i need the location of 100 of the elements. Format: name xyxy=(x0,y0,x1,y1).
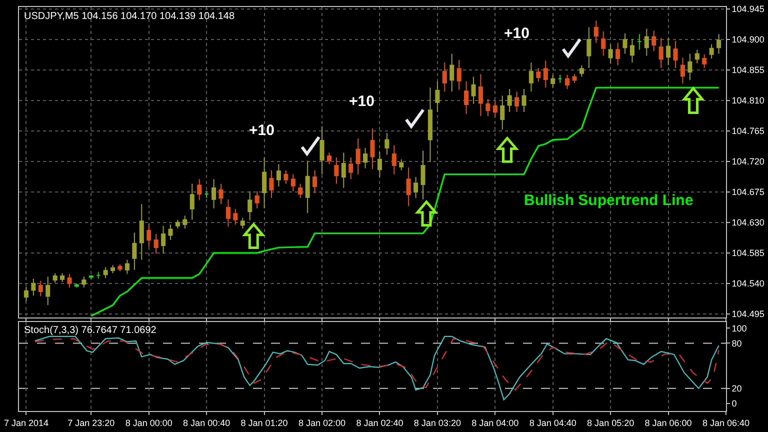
candlestick xyxy=(67,273,72,288)
candlestick xyxy=(702,54,707,68)
candlestick xyxy=(348,156,354,180)
candlestick xyxy=(608,44,613,64)
candlestick xyxy=(572,74,577,84)
x-tick-label: 8 Jan 04:40 xyxy=(529,418,576,428)
candlestick xyxy=(248,190,252,221)
candlestick xyxy=(82,276,86,288)
candlestick xyxy=(290,174,296,192)
x-tick-label: 7 Jan 2014 xyxy=(4,418,48,428)
candlestick xyxy=(326,152,332,165)
candlestick xyxy=(182,215,188,230)
candlestick xyxy=(190,183,194,220)
candlestick xyxy=(110,264,116,274)
candlestick xyxy=(52,272,58,284)
candlestick xyxy=(500,95,505,130)
candlestick xyxy=(38,280,43,297)
candlestick xyxy=(486,98,490,117)
series-label: Bullish Supertrend Line xyxy=(524,192,694,209)
y-tick-label: 104.675 xyxy=(732,187,764,198)
candlestick xyxy=(139,204,144,260)
candlestick xyxy=(688,53,692,81)
candlestick xyxy=(435,81,440,112)
y-tick-label: 0 xyxy=(732,398,737,409)
candlestick xyxy=(334,156,339,184)
candlestick xyxy=(392,144,396,175)
candlestick xyxy=(652,30,656,52)
y-tick-label: 80 xyxy=(732,338,742,348)
candlestick xyxy=(450,53,454,92)
y-tick-label: 104.810 xyxy=(732,96,764,106)
y-tick-label: 104.720 xyxy=(732,156,764,167)
chart-title: Stoch(7,3,3) 76.7647 71.0692 xyxy=(24,325,157,336)
candlestick xyxy=(694,49,700,64)
candlestick xyxy=(637,34,642,50)
candlestick xyxy=(601,30,606,56)
candlestick xyxy=(666,38,671,66)
candlestick xyxy=(543,60,548,88)
candlestick xyxy=(146,223,152,248)
y-tick-label: 104.630 xyxy=(732,218,764,228)
candlestick xyxy=(254,190,260,209)
candlestick xyxy=(630,38,634,64)
candlestick xyxy=(320,126,324,175)
candlestick xyxy=(399,158,404,171)
candlestick xyxy=(124,259,130,274)
candlestick xyxy=(442,62,447,92)
candlestick xyxy=(673,40,678,68)
candlestick xyxy=(644,28,649,56)
candlestick xyxy=(377,151,382,178)
y-tick-label: 20 xyxy=(732,384,742,394)
y-tick-label: 100 xyxy=(732,323,747,334)
candlestick xyxy=(579,64,584,78)
candlestick xyxy=(594,20,598,44)
x-tick-label: 8 Jan 02:40 xyxy=(356,418,404,428)
candlestick xyxy=(586,26,592,68)
candlestick xyxy=(226,198,230,227)
candlestick xyxy=(298,183,303,199)
candlestick xyxy=(96,271,101,280)
candlestick xyxy=(356,138,360,175)
candlestick xyxy=(709,44,714,59)
candlestick xyxy=(406,167,411,207)
candlestick xyxy=(103,266,108,278)
x-tick-label: 8 Jan 02:00 xyxy=(298,418,346,428)
candlestick xyxy=(154,233,158,254)
candlestick xyxy=(420,150,426,200)
candlestick xyxy=(46,276,50,306)
candlestick xyxy=(478,74,483,117)
candlestick xyxy=(212,178,216,209)
candlestick xyxy=(88,274,94,280)
candlestick xyxy=(175,219,180,230)
chart-title: USDJPY,M5 104.156 104.170 104.139 104.148 xyxy=(24,11,235,22)
candlestick xyxy=(528,62,534,92)
candlestick xyxy=(276,164,281,188)
candlestick xyxy=(558,74,562,84)
y-tick-label: 104.585 xyxy=(732,248,764,258)
line-series xyxy=(34,338,720,390)
y-tick-label: 104.945 xyxy=(732,4,764,14)
candlestick xyxy=(522,88,526,112)
line-series xyxy=(90,86,720,317)
candlestick xyxy=(218,183,224,205)
candlestick xyxy=(312,170,318,194)
x-tick-label: 8 Jan 06:40 xyxy=(702,418,750,428)
y-tick-label: 104.855 xyxy=(732,65,764,76)
candlestick xyxy=(24,286,28,302)
candlestick xyxy=(269,170,274,199)
annotation: +10 xyxy=(249,122,274,139)
annotation: +10 xyxy=(504,25,530,42)
candlestick xyxy=(536,67,541,82)
annotation: +10 xyxy=(349,93,374,110)
candlestick xyxy=(118,264,122,272)
y-tick-label: 104.765 xyxy=(732,126,764,136)
candlestick xyxy=(384,132,390,156)
candlestick xyxy=(132,232,137,270)
candlestick xyxy=(341,152,346,188)
x-tick-label: 8 Jan 01:20 xyxy=(240,418,288,428)
line-series xyxy=(34,336,720,400)
candlestick xyxy=(550,74,556,88)
candlestick xyxy=(464,81,469,115)
candlestick xyxy=(507,88,512,112)
candlestick xyxy=(492,100,498,118)
y-tick-label: 104.540 xyxy=(732,278,764,289)
